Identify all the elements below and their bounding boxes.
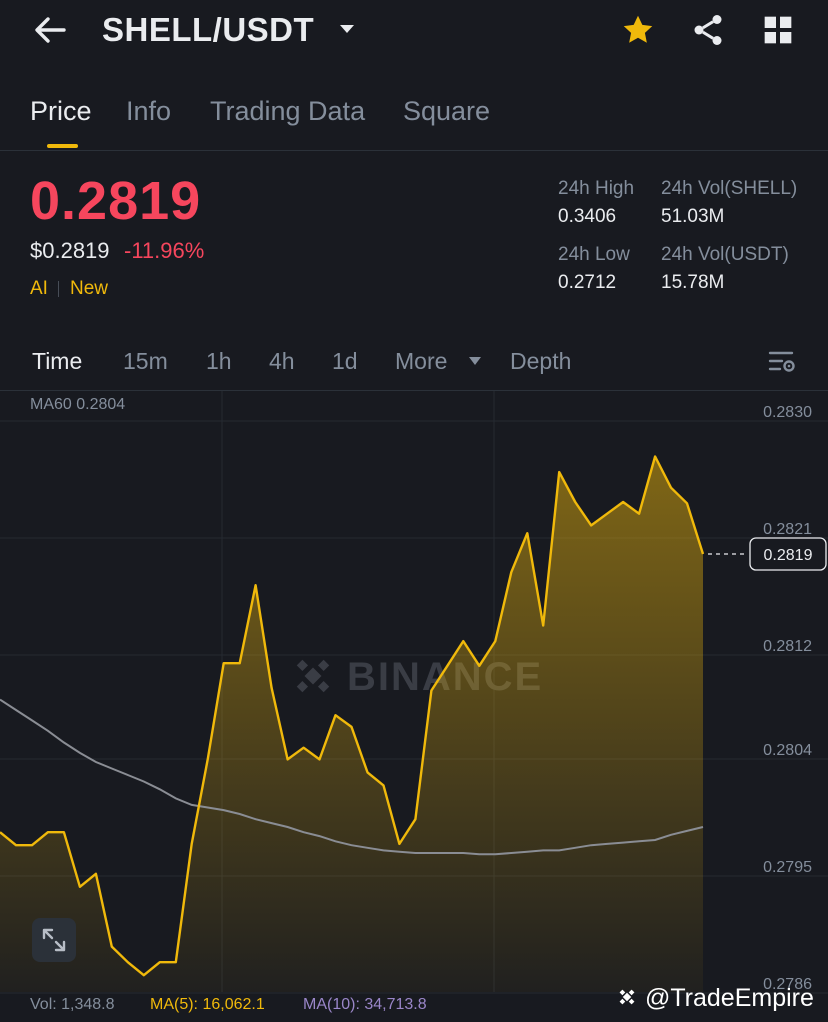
last-price-tag bbox=[749, 537, 827, 571]
usd-price: $0.2819 bbox=[30, 238, 110, 263]
timeframe-15m[interactable]: 15m bbox=[123, 348, 168, 374]
chart-settings-icon[interactable] bbox=[768, 348, 796, 376]
low-value: 0.2712 bbox=[558, 272, 617, 293]
price-line bbox=[0, 455, 705, 977]
vol-quote-value: 15.78M bbox=[661, 272, 725, 293]
timeframe-4h[interactable]: 4h bbox=[269, 348, 295, 374]
trading-pair-title[interactable]: SHELL/USDT bbox=[102, 11, 315, 48]
volume-ma5: MA(5): 16,062.1 bbox=[150, 996, 265, 1013]
vol-quote-label: 24h Vol(USDT) bbox=[661, 244, 789, 265]
share-icon[interactable] bbox=[690, 12, 726, 48]
main-tabs: Price Info Trading Data Square bbox=[0, 88, 828, 151]
volume-label: Vol: 1,348.8 bbox=[30, 996, 115, 1013]
pair-dropdown-caret-icon[interactable] bbox=[338, 22, 356, 36]
y-tick-label: 0.2830 bbox=[763, 404, 812, 421]
timeframe-more[interactable]: More bbox=[395, 348, 448, 374]
tab-trading-data[interactable]: Trading Data bbox=[210, 96, 366, 126]
vol-base-label: 24h Vol(SHELL) bbox=[661, 178, 798, 199]
price-change-percent: -11.96% bbox=[124, 238, 205, 263]
tab-price[interactable]: Price bbox=[30, 96, 92, 126]
y-tick-label: 0.2804 bbox=[763, 742, 812, 759]
y-tick-label: 0.2795 bbox=[763, 859, 812, 876]
last-price: 0.2819 bbox=[30, 171, 202, 231]
expand-icon bbox=[42, 928, 66, 952]
y-tick-label: 0.2821 bbox=[763, 521, 812, 538]
ma60-label: MA60 0.2804 bbox=[30, 396, 126, 413]
price-area-fill bbox=[0, 456, 703, 992]
creator-watermark: @TradeEmpire bbox=[616, 984, 814, 1013]
timeframe-depth[interactable]: Depth bbox=[510, 348, 572, 374]
grid-menu-icon[interactable] bbox=[762, 14, 794, 46]
favorite-star-icon[interactable] bbox=[620, 12, 656, 48]
tab-info[interactable]: Info bbox=[126, 96, 172, 126]
diamond-logo-icon bbox=[619, 989, 635, 1005]
vol-base-value: 51.03M bbox=[661, 206, 725, 227]
volume-ma10: MA(10): 34,713.8 bbox=[303, 996, 427, 1013]
expand-chart-button[interactable] bbox=[32, 918, 76, 962]
tab-square[interactable]: Square bbox=[403, 96, 491, 126]
tag-new[interactable]: New bbox=[70, 278, 109, 299]
active-tab-indicator bbox=[47, 144, 78, 148]
high-label: 24h High bbox=[558, 178, 635, 199]
top-bar: SHELL/USDT bbox=[0, 0, 828, 64]
timeframe-1h[interactable]: 1h bbox=[206, 348, 232, 374]
low-label: 24h Low bbox=[558, 244, 630, 265]
timeframe-bar: Time 15m 1h 4h 1d More Depth bbox=[0, 330, 828, 391]
last-price-tag-text: 0.2819 bbox=[764, 547, 813, 564]
tag-divider bbox=[58, 281, 59, 297]
timeframe-time[interactable]: Time bbox=[32, 348, 83, 374]
creator-handle: @TradeEmpire bbox=[644, 984, 814, 1012]
back-arrow-icon[interactable] bbox=[32, 14, 68, 46]
more-dropdown-caret-icon[interactable] bbox=[468, 356, 482, 366]
y-tick-label: 0.2786 bbox=[763, 976, 812, 993]
tag-ai[interactable]: AI bbox=[30, 278, 48, 299]
y-tick-label: 0.2812 bbox=[763, 638, 812, 655]
high-value: 0.3406 bbox=[558, 206, 617, 227]
ma60-line bbox=[0, 698, 704, 856]
timeframe-1d[interactable]: 1d bbox=[332, 348, 358, 374]
